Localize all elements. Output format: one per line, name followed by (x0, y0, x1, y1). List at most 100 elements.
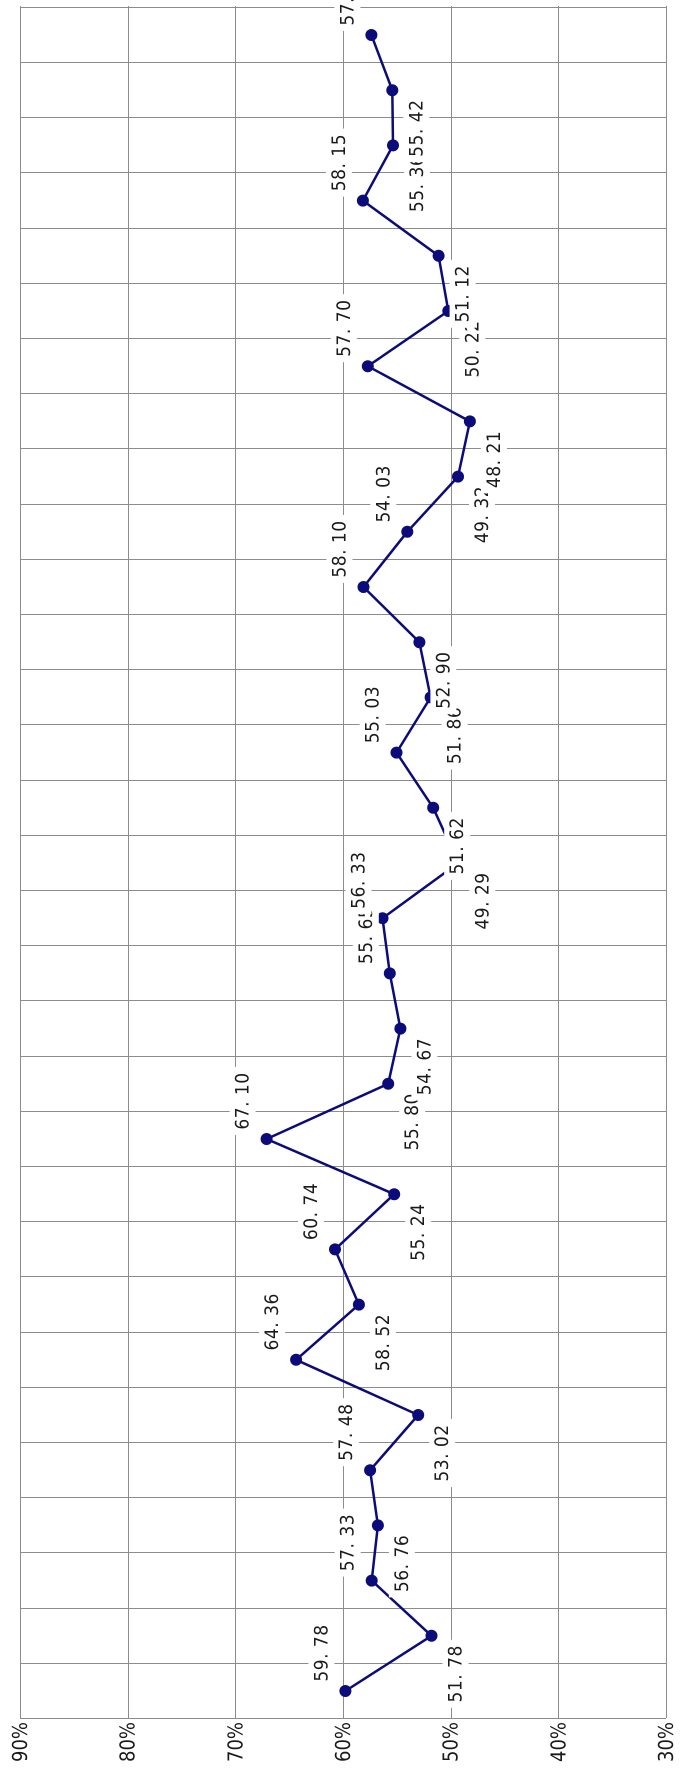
data-point (356, 194, 369, 207)
data-point (339, 1685, 352, 1697)
data-label-group: 52. 90 (430, 646, 457, 715)
data-label-background (333, 1398, 360, 1467)
data-point (413, 636, 426, 649)
data-point (365, 1574, 378, 1587)
data-label: 53. 02 (431, 1424, 453, 1481)
data-label: 58. 15 (328, 134, 350, 191)
data-label: 52. 90 (432, 652, 454, 709)
data-label: 54. 67 (413, 1038, 435, 1095)
data-point (386, 84, 399, 97)
data-label-background (469, 867, 496, 935)
axis-tick-label: 30% (654, 1722, 678, 1762)
data-label-group: 59. 78 (308, 1619, 335, 1687)
data-label: 55. 42 (405, 100, 427, 157)
data-label-group: 58. 15 (325, 128, 352, 197)
data-label-background (370, 459, 397, 528)
chart-value-labels: 59. 78 51. 78 57. 33 56. 76 57. 48 53. 02 64. … (229, 0, 507, 1708)
data-label-background (229, 1067, 256, 1135)
data-label: 51. 78 (445, 1645, 467, 1702)
data-label: 56. 33 (348, 852, 370, 909)
data-point (425, 1629, 438, 1642)
data-label-background (334, 1508, 361, 1577)
data-point (371, 1519, 384, 1532)
data-label-background (459, 315, 486, 383)
data-label-background (369, 1308, 396, 1377)
data-point (357, 581, 370, 593)
data-point (376, 912, 389, 925)
axis-tick-label: 60% (331, 1722, 355, 1762)
data-point (432, 249, 445, 262)
data-label-group: 49. 29 (469, 867, 496, 935)
data-point (365, 29, 378, 41)
data-label-background (388, 1529, 415, 1598)
data-point (390, 746, 403, 759)
data-label-group: 48. 21 (480, 425, 507, 494)
data-label-background (405, 1198, 432, 1267)
axis-tick-label: 50% (439, 1722, 463, 1762)
data-point (290, 1353, 303, 1366)
data-label-group: 54. 03 (370, 459, 397, 528)
data-label: 54. 03 (372, 465, 394, 522)
data-label-group: 60. 74 (298, 1177, 324, 1246)
data-label: 49. 32 (471, 486, 493, 543)
data-label-background (404, 149, 430, 218)
data-label: 56. 76 (391, 1535, 413, 1592)
data-label-group: 57. 36 (334, 0, 361, 31)
data-point (361, 360, 374, 373)
data-label: 50. 22 (461, 320, 483, 377)
data-point (364, 1464, 377, 1477)
data-label-background (308, 1619, 335, 1687)
data-label: 51. 62 (446, 817, 468, 874)
data-label: 57. 36 (336, 0, 358, 26)
data-label-group: 55. 03 (359, 680, 386, 749)
data-label-group: 55. 24 (405, 1198, 432, 1267)
data-point (394, 1022, 407, 1035)
data-label-background (326, 515, 353, 583)
data-label-group: 54. 67 (411, 1032, 438, 1101)
data-label-group: 55. 42 (403, 94, 430, 163)
data-point (401, 525, 414, 538)
data-point (260, 1133, 273, 1145)
data-label-group: 56. 76 (388, 1529, 415, 1598)
axis-tick-label: 80% (116, 1722, 140, 1762)
data-label-background (352, 901, 379, 970)
axis-tick-label: 40% (546, 1722, 570, 1762)
data-label: 51. 86 (444, 707, 466, 764)
data-label-background (334, 0, 361, 31)
data-label: 51. 12 (452, 265, 474, 322)
data-label-group: 67. 10 (229, 1067, 256, 1135)
axis-tick-label: 70% (223, 1722, 247, 1762)
data-label-background (298, 1177, 324, 1246)
data-label-background (403, 94, 430, 163)
data-point (383, 967, 396, 980)
data-label: 67. 10 (232, 1072, 254, 1129)
data-label-group: 57. 33 (334, 1508, 361, 1577)
data-label: 49. 29 (471, 872, 493, 929)
data-label-group: 50. 22 (459, 315, 486, 383)
data-label: 57. 33 (337, 1514, 359, 1571)
data-label: 48. 21 (483, 431, 505, 488)
data-label-background (325, 128, 352, 197)
data-label-background (444, 811, 471, 880)
data-label-background (430, 646, 457, 715)
data-point (412, 1409, 425, 1421)
data-point (329, 1243, 341, 1256)
data-label: 64. 36 (261, 1293, 283, 1350)
data-label-background (259, 1287, 286, 1356)
data-label-group: 58. 10 (326, 515, 353, 583)
data-label: 60. 74 (300, 1183, 322, 1240)
data-label-group: 55. 80 (399, 1087, 426, 1156)
data-label-group: 58. 52 (369, 1308, 396, 1377)
data-label-group: 57. 70 (330, 294, 357, 363)
data-label-group: 53. 02 (429, 1419, 456, 1487)
data-label-background (411, 1032, 438, 1101)
data-label-group: 56. 33 (345, 846, 372, 915)
data-label-group: 49. 32 (469, 480, 495, 549)
data-label-group: 51. 86 (441, 701, 468, 770)
data-label-background (469, 480, 495, 549)
axis-tick-label: 90% (8, 1722, 32, 1762)
data-label: 57. 70 (333, 300, 355, 357)
data-label: 55. 24 (407, 1204, 429, 1261)
data-label: 58. 10 (329, 520, 351, 577)
